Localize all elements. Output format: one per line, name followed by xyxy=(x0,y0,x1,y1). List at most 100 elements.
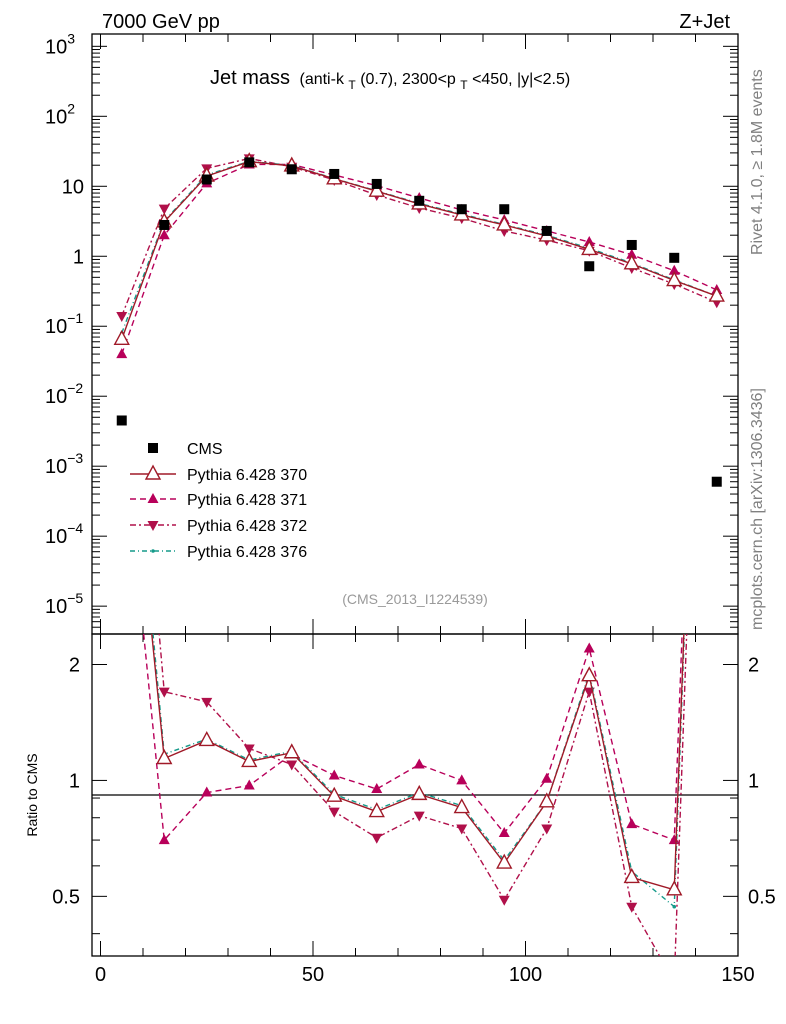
cms-data-point xyxy=(541,225,552,236)
ratio-marker xyxy=(116,202,127,212)
ratio-marker xyxy=(328,807,340,818)
ratio-marker xyxy=(668,834,680,845)
main-marker xyxy=(623,254,640,270)
ratio-marker xyxy=(453,798,470,814)
y-tick-label-ratio: 0.5 xyxy=(52,886,80,908)
ratio-marker xyxy=(198,730,215,747)
x-tick-label: 150 xyxy=(721,964,754,986)
main-marker xyxy=(708,286,725,302)
y-tick-label-main: 1 xyxy=(73,246,84,268)
y-tick-label-ratio: 2 xyxy=(69,654,80,676)
ratio-marker xyxy=(541,772,553,783)
y-tick-label-ratio-right: 2 xyxy=(748,654,759,676)
ratio-line xyxy=(158,634,688,956)
legend-marker xyxy=(147,493,159,503)
mcplots-label: mcplots.cern.ch [arXiv:1306.3436] xyxy=(749,388,766,630)
legend-entry: CMS xyxy=(187,441,223,458)
main-marker xyxy=(668,264,680,275)
ratio-marker xyxy=(581,666,598,682)
main-marker xyxy=(368,181,385,197)
main-marker xyxy=(496,215,513,231)
rivet-label: Rivet 4.1.0, ≥ 1.8M events xyxy=(749,69,766,255)
ratio-marker xyxy=(498,895,510,906)
x-tick-label: 100 xyxy=(509,964,542,986)
legend-marker xyxy=(147,521,159,531)
ratio-marker xyxy=(158,687,170,698)
cms-data-point xyxy=(456,204,467,215)
cms-data-point xyxy=(414,195,425,206)
ratio-marker xyxy=(498,827,510,838)
ratio-marker xyxy=(623,867,640,884)
ratio-marker xyxy=(326,786,343,802)
ratio-marker xyxy=(371,782,383,793)
ratio-marker xyxy=(328,769,340,780)
legend-marker xyxy=(151,549,155,553)
process-label: Z+Jet xyxy=(679,11,730,33)
y-tick-label-main: 10−1 xyxy=(45,310,83,338)
ratio-marker xyxy=(371,833,383,844)
ratio-plot-series xyxy=(116,202,688,988)
ratio-marker xyxy=(541,824,553,835)
energy-label: 7000 GeV pp xyxy=(102,11,220,33)
legend-entry: Pythia 6.428 376 xyxy=(187,544,307,561)
y-tick-label-main: 10−5 xyxy=(45,590,83,618)
plot-title: Jet mass (anti-k T (0.7), 2300<p T <450,… xyxy=(210,67,570,93)
y-tick-label-main: 10−3 xyxy=(45,450,83,478)
main-marker xyxy=(113,329,130,346)
cms-data-point xyxy=(499,204,510,215)
ratio-marker xyxy=(413,758,425,769)
ratio-marker xyxy=(283,743,300,759)
y-tick-label-main: 103 xyxy=(45,30,75,58)
ratio-marker xyxy=(456,824,468,835)
ratio-marker xyxy=(243,744,255,755)
ratio-marker xyxy=(158,834,170,845)
legend-entry: Pythia 6.428 371 xyxy=(187,492,307,509)
ratio-marker xyxy=(120,297,124,301)
cms-data-point xyxy=(669,252,680,263)
ratio-marker xyxy=(156,749,173,765)
ratio-marker xyxy=(413,811,425,822)
ratio-marker xyxy=(411,784,428,801)
axis-ticks xyxy=(92,34,739,956)
plot-title-details-a: (anti-k xyxy=(299,71,344,88)
ratio-marker xyxy=(626,818,638,829)
analysis-tag: (CMS_2013_I1224539) xyxy=(342,591,488,607)
y-tick-label-main: 10−2 xyxy=(45,380,83,408)
main-marker xyxy=(116,348,128,359)
y-tick-label-main: 102 xyxy=(45,100,75,128)
ratio-line xyxy=(142,634,683,842)
x-tick-label: 0 xyxy=(95,964,106,986)
y-tick-label-ratio: 1 xyxy=(69,770,80,792)
plot-title-details-b: (0.7), 2300<p xyxy=(360,71,456,88)
ratio-marker xyxy=(496,853,513,869)
y-tick-label-ratio-right: 0.5 xyxy=(748,886,776,908)
cms-data-point xyxy=(159,219,170,230)
ratio-marker xyxy=(666,880,683,896)
ratio-marker xyxy=(286,760,298,771)
cms-data-point xyxy=(371,178,382,189)
main-marker xyxy=(666,271,683,287)
ratio-marker xyxy=(626,902,638,913)
legend-entry: Pythia 6.428 370 xyxy=(187,467,307,484)
ratio-marker xyxy=(538,792,555,808)
ratio-marker xyxy=(201,786,213,797)
main-marker xyxy=(158,204,170,215)
cms-data-point xyxy=(584,261,595,272)
cms-data-point xyxy=(626,239,637,250)
legend-cms-marker xyxy=(148,443,158,453)
ratio-marker xyxy=(241,751,258,768)
main-line-376 xyxy=(121,160,717,334)
x-tick-label: 50 xyxy=(302,964,324,986)
main-plot-series xyxy=(113,152,725,487)
main-marker xyxy=(116,312,128,323)
cms-data-point xyxy=(244,157,255,168)
ratio-y-axis-label: Ratio to CMS xyxy=(24,753,40,836)
cms-data-point xyxy=(116,415,127,426)
ratio-marker xyxy=(368,802,385,818)
legend: CMS Pythia 6.428 370 Pythia 6.428 371 Pythi… xyxy=(130,441,307,561)
ratio-marker xyxy=(669,978,680,988)
cms-data-point xyxy=(711,476,722,487)
ratio-marker xyxy=(583,642,595,653)
ratio-marker xyxy=(456,774,468,785)
